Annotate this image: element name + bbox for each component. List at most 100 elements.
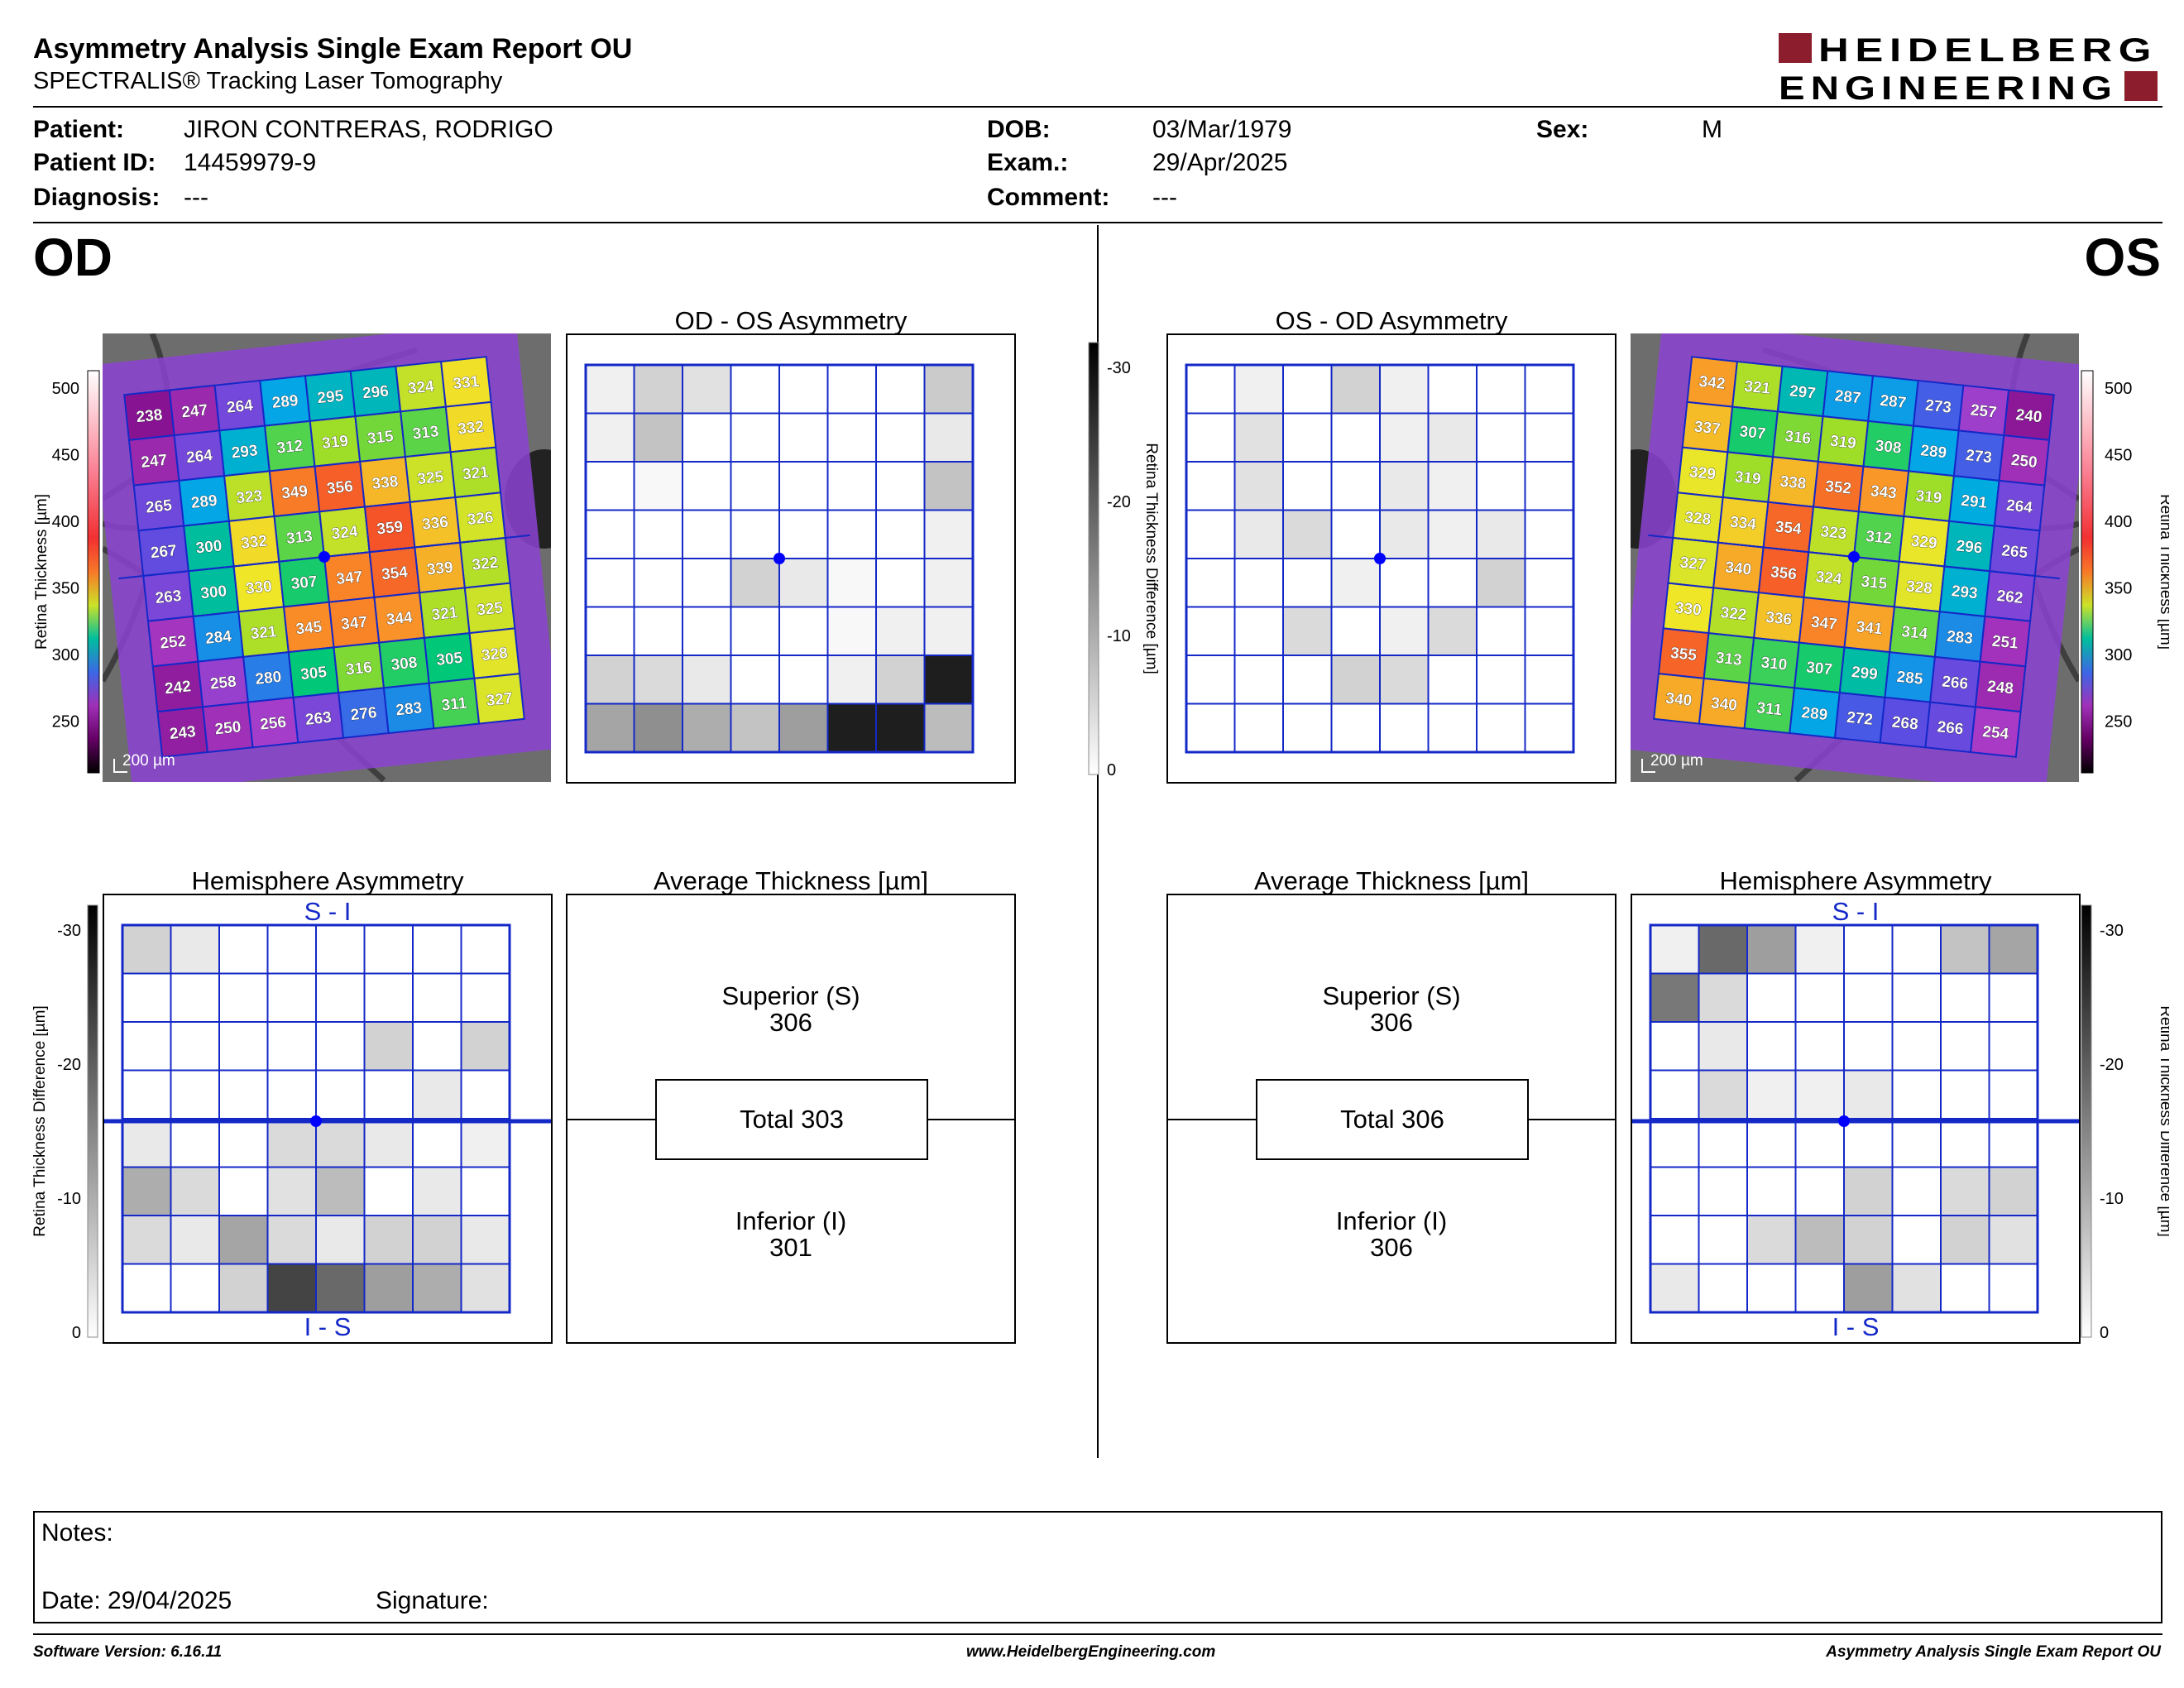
od-sector-value-r5-c1: 284 — [204, 628, 232, 648]
od-asym-cell-r7-c4 — [778, 703, 829, 753]
header-rule — [33, 106, 2162, 108]
od-hemi-cell-r7-c2 — [218, 1263, 269, 1313]
os-asym-cell-r7-c6 — [1476, 703, 1526, 753]
od-sector-value-r3-c5: 359 — [376, 518, 404, 538]
od-thickness-tick-350: 350 — [52, 580, 79, 598]
os-asym-cell-r1-c1 — [1233, 412, 1284, 463]
od-asym-cell-r2-c6 — [875, 461, 926, 511]
os-sector-value-r4-c7: 262 — [1996, 587, 2024, 607]
od-hemi-cell-r3-c6 — [412, 1069, 462, 1120]
od-sector-value-r4-c6: 339 — [426, 559, 454, 578]
patient-id: 14459979-9 — [184, 149, 317, 176]
diagnosis-label: Diagnosis: — [33, 184, 160, 211]
od-sector-value-r3-c1: 300 — [195, 537, 223, 557]
logo-line2: ENGINEERING — [1779, 70, 2118, 104]
od-asym-cell-r0-c3 — [730, 364, 780, 415]
od-sector-value-r2-c1: 289 — [190, 492, 218, 512]
od-asym-cell-r0-c2 — [682, 364, 732, 415]
od-sector-value-r3-c0: 267 — [150, 542, 178, 562]
os-hemi-cell-r5-c2 — [1746, 1166, 1797, 1216]
sex-value: M — [1702, 116, 1722, 143]
os-asym-cell-r1-c6 — [1476, 412, 1526, 463]
mid-difference-tick-0: -30 — [1107, 359, 1131, 377]
os-hemi-cell-r6-c7 — [1988, 1215, 2038, 1265]
od-hemi-cell-r5-c2 — [218, 1166, 269, 1216]
os-hemi-cell-r6-c6 — [1940, 1215, 1990, 1265]
os-hemi-cell-r2-c4 — [1843, 1021, 1894, 1072]
od-sector-value-r0-c5: 296 — [362, 382, 390, 402]
od-hemi-cell-r0-c3 — [266, 924, 317, 975]
od-scale-bar — [113, 759, 127, 773]
patient-rule — [33, 222, 2162, 223]
od-asym-cell-r4-c4 — [778, 558, 829, 608]
od-hemi-cell-r2-c0 — [122, 1021, 172, 1072]
os-hemi-cell-r4-c6 — [1940, 1118, 1990, 1168]
os-hemi-cell-r5-c0 — [1650, 1166, 1700, 1216]
os-hemi-is-label: I - S — [1832, 1312, 1880, 1341]
od-sector-value-r6-c6: 305 — [435, 650, 463, 669]
od-hemi-cell-r1-c3 — [266, 972, 317, 1023]
od-hemi-cell-r2-c4 — [315, 1021, 366, 1072]
od-asym-cell-r4-c6 — [875, 558, 926, 608]
od-hemi-cell-r4-c4 — [315, 1118, 366, 1168]
footer-rule — [33, 1633, 2162, 1635]
os-hemi-cell-r1-c0 — [1650, 972, 1700, 1023]
od-thickness-map: 238 247 264 289 295 296 324 331 247 264 293 312 319 3… — [103, 333, 551, 782]
os-hemi-difference-scale: -30 -20 -10 0 Retina Thickness Difference [µ… — [2081, 904, 2169, 1342]
od-sector-value-r7-c4: 276 — [350, 704, 378, 724]
os-asym-cell-r7-c1 — [1233, 703, 1284, 753]
os-hemi-cell-r2-c6 — [1940, 1021, 1990, 1072]
od-hemi-grid-border — [121, 923, 511, 1314]
os-asym-cell-r5-c3 — [1330, 606, 1381, 656]
os-asym-cell-r1-c3 — [1330, 412, 1381, 463]
exam-label: Exam.: — [987, 149, 1069, 176]
od-hemi-cell-r7-c7 — [460, 1263, 510, 1313]
os-hemi-cell-r7-c6 — [1940, 1263, 1990, 1313]
od-asym-cell-r6-c2 — [682, 655, 732, 705]
os-sector-value-r5-c1: 322 — [1720, 604, 1748, 624]
od-hemi-difference-tick-1: -20 — [57, 1056, 81, 1074]
notes-date: Date: 29/04/2025 — [41, 1587, 232, 1614]
os-asym-cell-r0-c3 — [1330, 364, 1381, 415]
os-asym-cell-r1-c4 — [1379, 412, 1430, 463]
od-hemi-cell-r1-c4 — [315, 972, 366, 1023]
os-thickness-tick-300: 300 — [2105, 646, 2132, 664]
os-total-box: Total 306 — [1256, 1079, 1529, 1160]
od-asym-cell-r1-c4 — [778, 412, 829, 463]
od-asym-cell-r3-c0 — [585, 509, 635, 559]
od-asym-cell-r0-c5 — [826, 364, 877, 415]
od-hemi-cell-r7-c6 — [412, 1263, 462, 1313]
od-hemi-cell-r6-c1 — [170, 1215, 220, 1265]
os-thickness-tick-500: 500 — [2105, 380, 2132, 398]
comment-label: Comment: — [987, 184, 1110, 211]
od-asym-cell-r3-c1 — [633, 509, 683, 559]
od-hemi-cell-r7-c5 — [363, 1263, 414, 1313]
os-asym-cell-r3-c0 — [1185, 509, 1236, 559]
patient-name: JIRON CONTRERAS, RODRIGO — [184, 116, 553, 143]
os-od-asym-panel — [1166, 333, 1616, 784]
os-hemi-cell-r4-c3 — [1794, 1118, 1845, 1168]
os-inferior-value: 306 — [1370, 1233, 1413, 1262]
od-hemi-difference-scale-label: Retina Thickness Difference [µm] — [31, 1005, 49, 1237]
od-asym-cell-r5-c1 — [633, 606, 683, 656]
os-scale-bar-label: 200 µm — [1650, 752, 1703, 770]
mid-difference-colorbar — [1088, 342, 1099, 775]
os-hemi-cell-r6-c2 — [1746, 1215, 1797, 1265]
od-asym-cell-r6-c4 — [778, 655, 829, 705]
report-title: Asymmetry Analysis Single Exam Report OU — [33, 33, 633, 65]
os-sector-value-r5-c0: 330 — [1674, 599, 1703, 619]
os-sector-r7-c7 — [1970, 706, 2022, 758]
od-fovea-marker — [318, 551, 330, 563]
os-sector-value-r6-c4: 299 — [1851, 664, 1879, 683]
od-hemi-cell-r3-c0 — [122, 1069, 172, 1120]
os-sector-value-r4-c5: 328 — [1905, 578, 1933, 597]
od-hemi-cell-r2-c2 — [218, 1021, 269, 1072]
os-sector-value-r2-c2: 338 — [1779, 473, 1808, 493]
od-sector-value-r2-c4: 356 — [326, 477, 354, 497]
od-asym-cell-r2-c0 — [585, 461, 635, 511]
os-label: OS — [2084, 228, 2161, 287]
website-link[interactable]: www.HeidelbergEngineering.com — [966, 1643, 1216, 1661]
od-sector-value-r0-c2: 264 — [226, 397, 254, 417]
os-asym-cell-r0-c5 — [1427, 364, 1478, 415]
od-asym-cell-r2-c7 — [923, 461, 974, 511]
